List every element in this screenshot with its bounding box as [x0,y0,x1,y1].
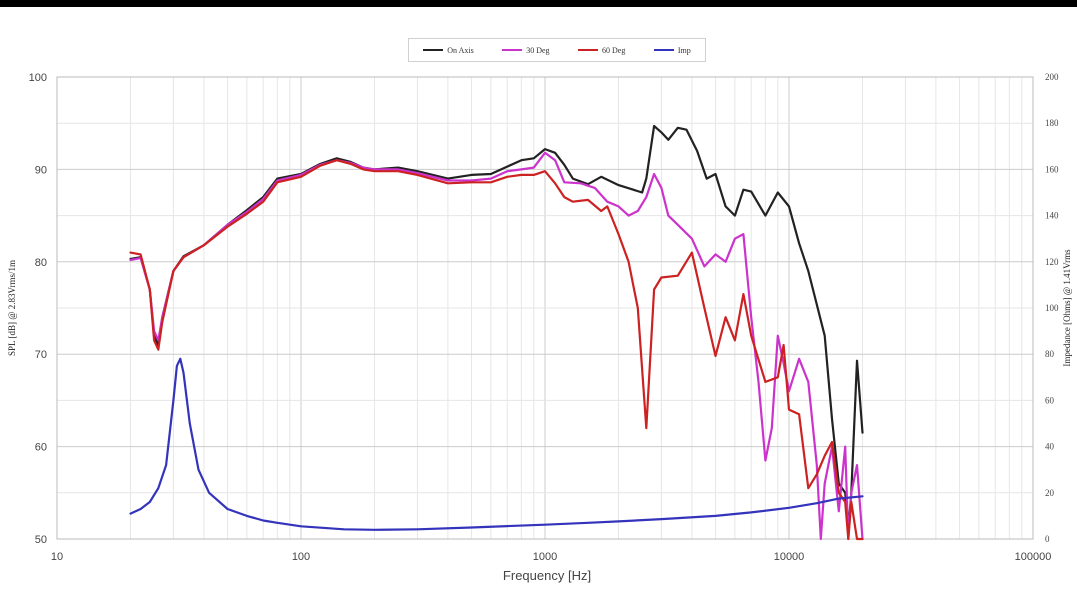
x-tick-label: 1000 [533,551,557,563]
y2-axis-label: Impedance [Ohms] @ 1.41Vrms [1062,249,1072,367]
y-axis-label: SPL [dB] @ 2.83Vrms/1m [7,260,17,356]
plot-frame [56,76,1034,540]
y-tick-label: 70 [35,349,47,361]
x-tick-label: 100000 [1015,551,1052,563]
y-tick-label: 60 [35,442,47,454]
legend-label: Imp [677,45,691,55]
legend-label: On Axis [447,45,474,55]
y2-tick-label: 80 [1045,349,1055,359]
x-tick-label: 10000 [774,551,805,563]
top-bar [0,0,1077,7]
y2-tick-label: 20 [1045,488,1055,498]
y2-tick-label: 60 [1045,395,1055,405]
y2-tick-label: 200 [1045,72,1059,82]
legend-item-60-deg: 60 Deg [578,46,625,55]
y2-tick-label: 180 [1045,118,1059,128]
y2-tick-label: 40 [1045,442,1055,452]
y-tick-label: 80 [35,257,47,269]
legend-swatch [423,49,444,51]
series-layer [129,124,864,541]
y2-tick-label: 140 [1045,211,1059,221]
legend-label: 30 Deg [526,45,550,55]
legend-label: 60 Deg [602,45,626,55]
y-tick-label: 50 [35,534,47,546]
y-tick-label: 100 [29,72,47,84]
y2-tick-label: 120 [1045,257,1059,267]
y2-tick-label: 100 [1045,303,1059,313]
x-tick-label: 10 [51,551,63,563]
axis-layer: 10 100 1000 10000 10000050607080901000204060… [29,72,1059,563]
legend-swatch [578,49,599,51]
y2-tick-label: 160 [1045,164,1059,174]
series-line-60-deg [129,159,864,541]
legend: On Axis 30 Deg 60 Deg Imp [408,38,706,62]
legend-item-imp: Imp [653,45,691,55]
legend-swatch [502,49,523,51]
x-tick-label: 100 [292,551,310,563]
y-tick-label: 90 [35,164,47,176]
y2-tick-label: 0 [1045,534,1050,544]
series-line-on-axis [129,124,864,531]
legend-item-on-axis: On Axis [423,45,474,55]
legend-swatch [653,49,674,51]
series-line-30-deg [129,151,864,541]
x-axis-label: Frequency [Hz] [503,568,591,583]
series-line-imp [129,357,864,531]
legend-item-30-deg: 30 Deg [502,45,550,55]
grid-layer [56,76,1034,540]
